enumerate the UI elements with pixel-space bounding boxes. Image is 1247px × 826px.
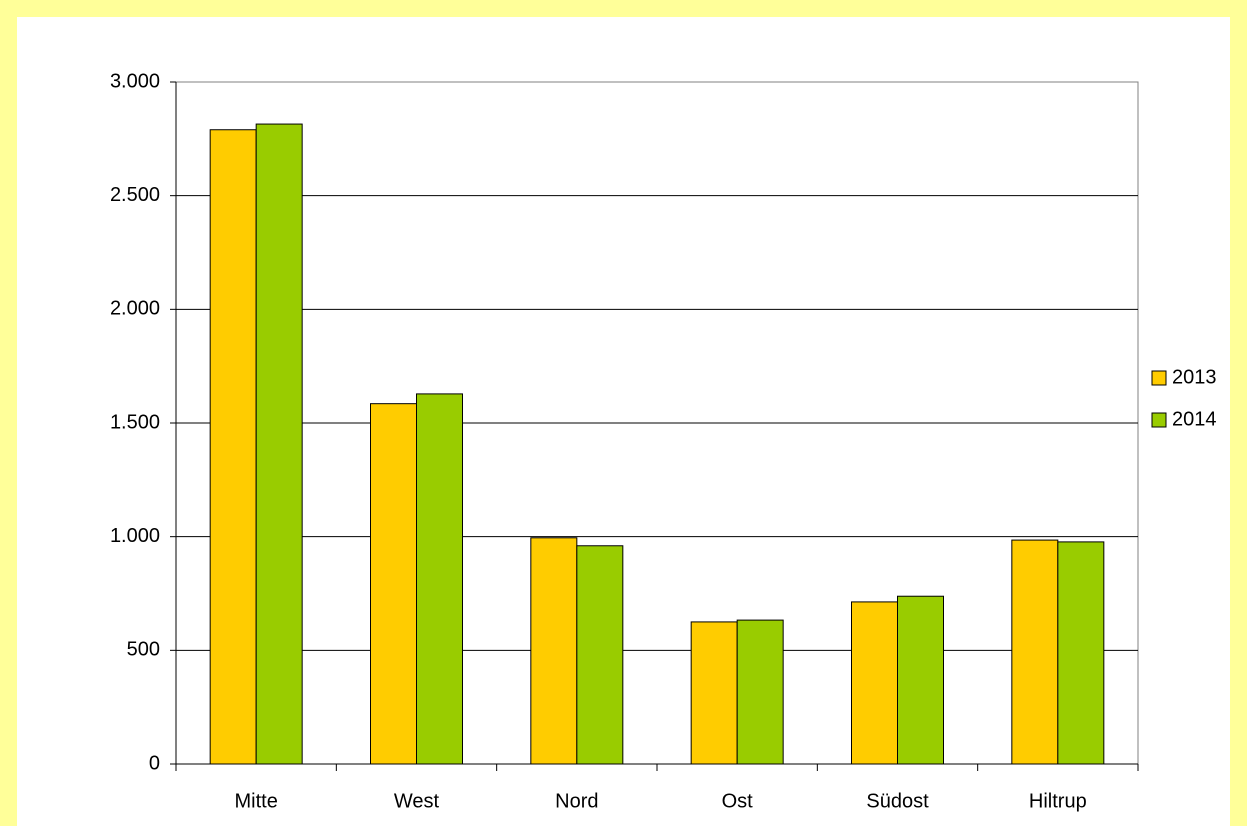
x-tick-label: Ost: [722, 790, 754, 812]
x-tick-label: Nord: [555, 790, 598, 812]
y-tick-label: 500: [127, 639, 160, 661]
y-tick-label: 3.000: [110, 70, 160, 92]
bar: [530, 537, 578, 765]
legend-label: 2013: [1172, 366, 1217, 388]
y-tick-label: 2.500: [110, 184, 160, 206]
bar: [851, 601, 898, 765]
bar: [255, 123, 303, 765]
bar: [897, 595, 944, 765]
bar: [1057, 541, 1105, 765]
bar: [370, 403, 417, 765]
y-tick-label: 2.000: [110, 298, 160, 320]
legend-label: 2014: [1172, 408, 1217, 430]
legend-swatch: [1151, 370, 1167, 386]
bar: [690, 621, 738, 765]
bar: [736, 619, 784, 765]
bar: [576, 545, 624, 765]
x-tick-label: Südost: [866, 790, 929, 812]
bar: [1011, 539, 1059, 765]
x-tick-label: West: [394, 790, 440, 812]
bar: [416, 393, 463, 765]
y-tick-label: 1.500: [110, 411, 160, 433]
legend-swatch: [1151, 412, 1167, 428]
x-tick-label: Mitte: [234, 790, 277, 812]
bar: [209, 129, 257, 765]
y-tick-label: 1.000: [110, 525, 160, 547]
x-tick-label: Hiltrup: [1029, 790, 1087, 812]
y-tick-label: 0: [149, 752, 160, 774]
